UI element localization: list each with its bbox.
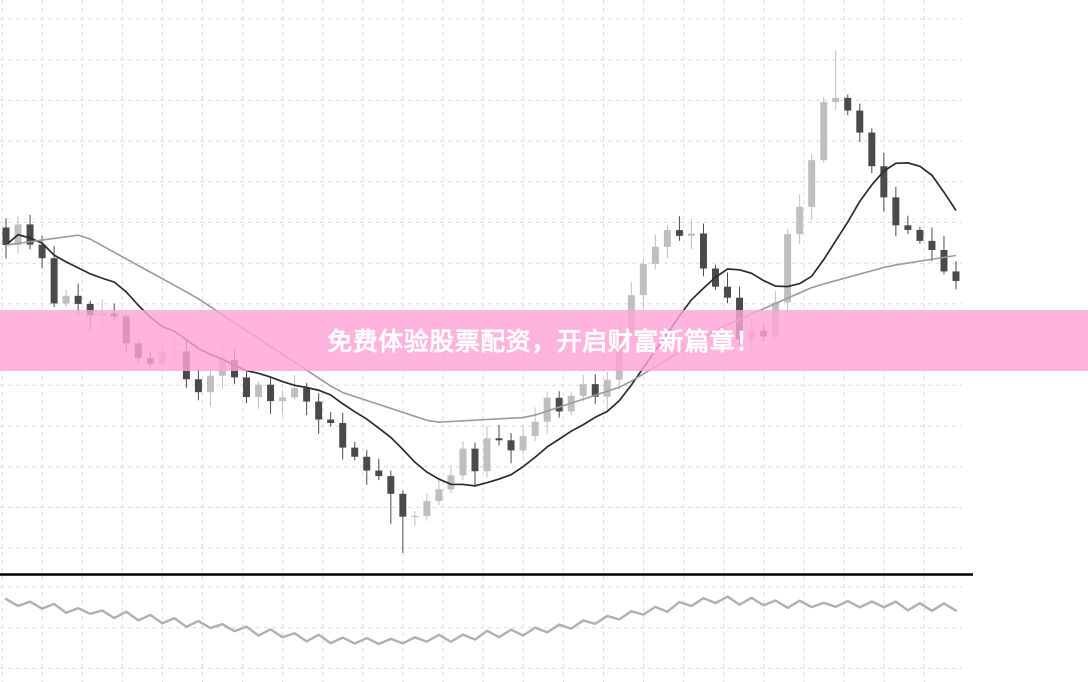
svg-text:免费体验股票配资，开启财富新篇章！: 免费体验股票配资，开启财富新篇章！	[327, 327, 761, 356]
